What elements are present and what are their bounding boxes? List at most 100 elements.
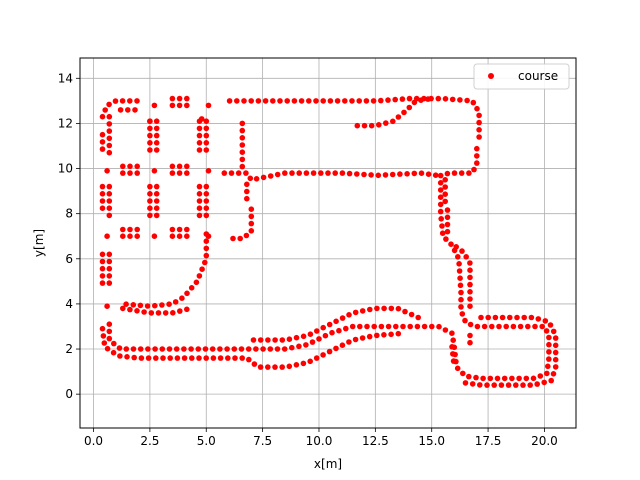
course-point	[106, 212, 113, 219]
course-point	[544, 370, 550, 377]
course-series	[99, 95, 559, 388]
course-point	[239, 135, 246, 141]
course-point	[148, 310, 155, 316]
course-point	[239, 163, 246, 170]
course-point	[352, 309, 359, 316]
course-point	[414, 323, 421, 330]
course-point	[132, 107, 138, 113]
course-point	[443, 236, 449, 242]
course-point	[181, 355, 188, 361]
course-point	[235, 170, 242, 176]
course-point	[534, 381, 540, 387]
course-point	[399, 96, 406, 102]
course-point	[432, 172, 439, 178]
course-point	[196, 198, 203, 204]
course-point	[356, 98, 363, 104]
course-point	[144, 303, 151, 309]
course-point	[364, 323, 370, 330]
course-point	[395, 114, 402, 120]
course-point	[457, 97, 463, 103]
course-point	[195, 346, 202, 352]
course-point	[537, 373, 544, 379]
course-point	[176, 170, 183, 176]
course-point	[123, 346, 130, 352]
course-point	[147, 212, 153, 219]
x-tick-label: 15.0	[418, 434, 445, 448]
course-point	[466, 170, 472, 176]
course-point	[147, 140, 153, 146]
course-point	[265, 364, 271, 370]
course-point	[153, 132, 160, 139]
course-point	[176, 102, 183, 109]
x-tick-label: 20.0	[531, 434, 558, 448]
course-point	[134, 170, 140, 176]
plot-frame	[79, 57, 577, 429]
course-point	[106, 273, 113, 279]
course-point	[239, 156, 246, 163]
course-point	[477, 382, 483, 388]
course-point	[467, 339, 473, 346]
course-point	[474, 153, 480, 159]
course-point	[509, 375, 515, 382]
course-point	[436, 323, 442, 330]
course-point	[397, 171, 403, 177]
course-point	[270, 98, 276, 104]
course-point	[467, 274, 473, 281]
course-point	[153, 147, 160, 153]
course-point	[248, 98, 254, 104]
course-point	[456, 268, 463, 274]
course-point	[203, 191, 210, 197]
course-point	[106, 183, 113, 190]
course-point	[407, 323, 414, 330]
course-point	[99, 251, 106, 258]
course-point	[217, 346, 223, 352]
course-point	[127, 163, 133, 170]
course-point	[361, 122, 368, 129]
course-point	[510, 323, 517, 330]
course-point	[241, 98, 247, 104]
course-point	[147, 118, 153, 124]
course-point	[523, 375, 530, 382]
course-point	[243, 232, 250, 239]
course-point	[492, 314, 499, 321]
course-point	[131, 354, 137, 361]
course-point	[374, 332, 380, 339]
course-point	[457, 282, 464, 289]
course-point	[437, 208, 444, 215]
course-point	[501, 375, 508, 382]
course-point	[137, 302, 144, 309]
course-point	[231, 346, 238, 352]
course-point	[439, 223, 445, 229]
course-point	[230, 235, 236, 242]
course-point	[147, 125, 153, 132]
course-point	[530, 375, 537, 382]
course-point	[376, 122, 382, 128]
course-point	[546, 334, 552, 341]
course-point	[203, 205, 210, 211]
y-tick-label: 4	[65, 297, 73, 311]
course-point	[411, 99, 418, 106]
course-point	[546, 356, 552, 362]
course-point	[336, 327, 342, 334]
course-point	[313, 355, 320, 361]
course-point	[226, 98, 233, 104]
course-point	[541, 379, 547, 386]
course-point	[255, 98, 262, 104]
course-point	[116, 345, 123, 351]
course-point	[425, 96, 431, 102]
course-point	[184, 102, 190, 109]
course-point	[552, 342, 559, 349]
course-point	[552, 349, 559, 356]
course-point	[320, 324, 327, 331]
course-point	[375, 172, 382, 179]
course-point	[184, 95, 190, 102]
course-point	[234, 98, 240, 104]
course-point	[99, 205, 106, 211]
course-point	[442, 96, 449, 102]
course-point	[267, 346, 274, 352]
course-point	[279, 337, 286, 343]
course-point	[224, 346, 230, 352]
course-point	[147, 191, 153, 197]
course-point	[470, 99, 477, 106]
